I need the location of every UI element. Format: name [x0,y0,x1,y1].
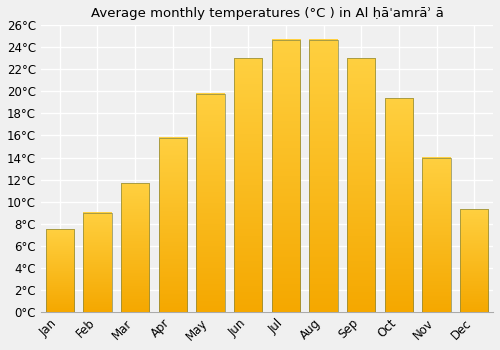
Bar [196,93,224,312]
Bar [121,183,150,312]
Bar [460,209,488,312]
Bar [310,40,338,312]
Bar [347,58,376,312]
Bar [384,98,413,312]
Bar [272,40,300,312]
Bar [84,212,112,312]
Bar [46,229,74,312]
Bar [234,58,262,312]
Title: Average monthly temperatures (°C ) in Al ḥāˈamrāʾ ā: Average monthly temperatures (°C ) in Al… [90,7,444,20]
Bar [422,158,450,312]
Bar [158,138,187,312]
